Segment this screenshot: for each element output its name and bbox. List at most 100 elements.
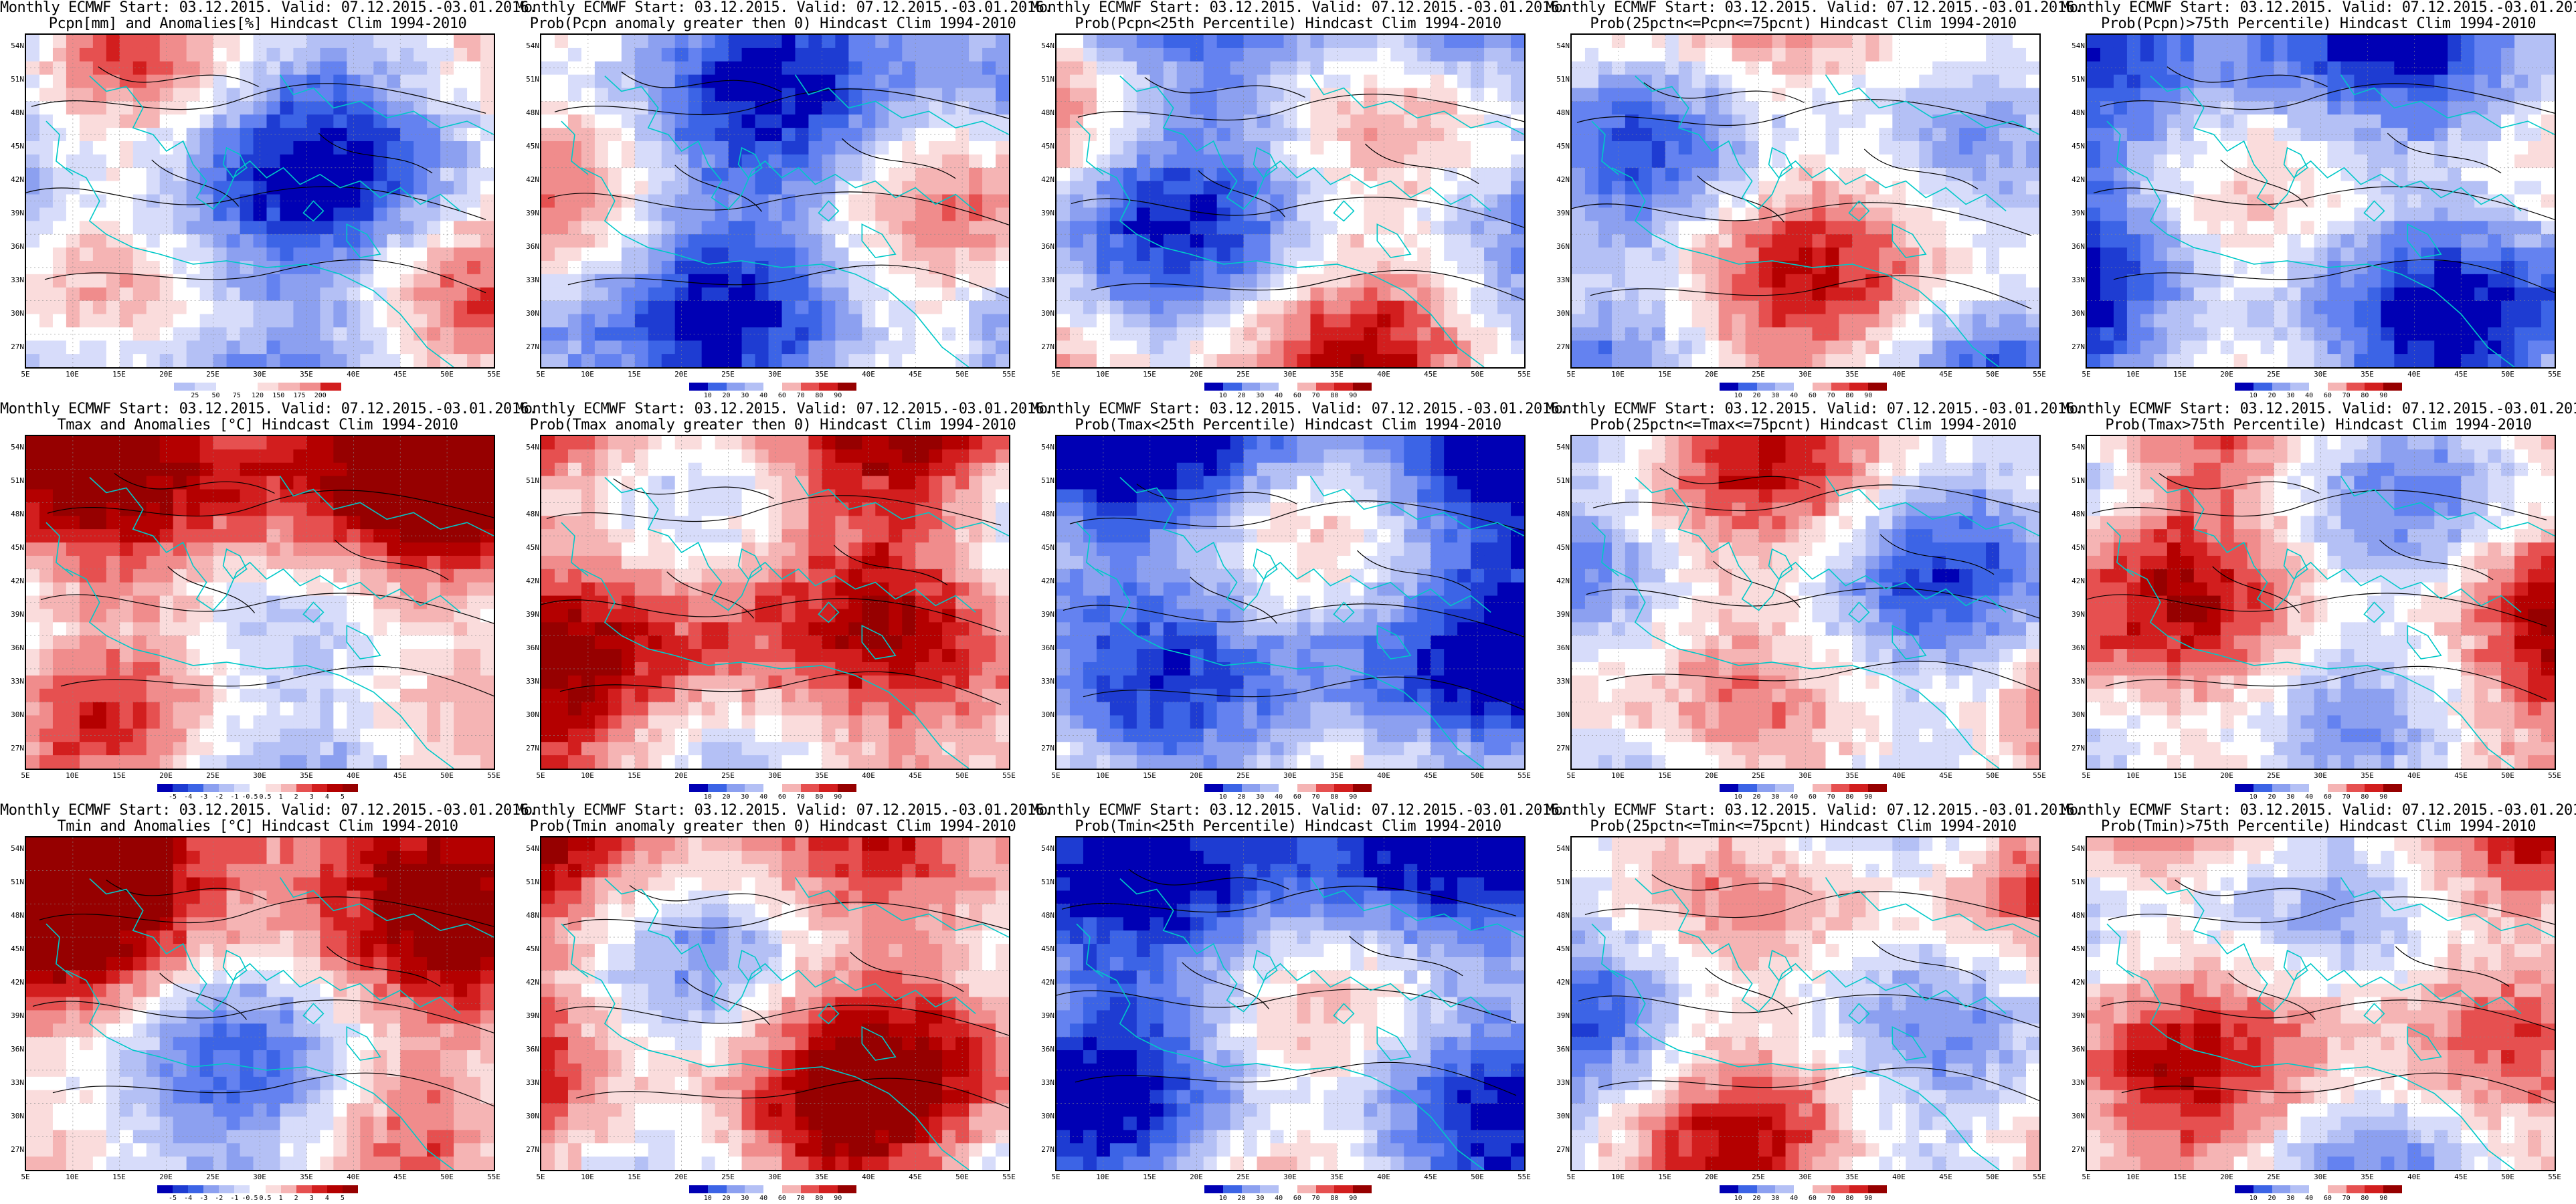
- shaded-cell: [1377, 234, 1391, 248]
- shaded-cell: [1879, 260, 1893, 275]
- shaded-cell: [1484, 314, 1498, 328]
- shaded-cell: [52, 462, 67, 477]
- shaded-cell: [146, 300, 161, 315]
- shaded-cell: [1109, 300, 1124, 315]
- shaded-cell: [1484, 234, 1498, 248]
- shaded-cell: [1083, 300, 1097, 315]
- shaded-cell: [280, 207, 294, 221]
- shaded-cell: [1718, 74, 1733, 89]
- shaded-cell: [1350, 287, 1364, 302]
- shaded-cell: [822, 221, 836, 235]
- shaded-cell: [1852, 181, 1866, 195]
- shaded-cell: [1638, 207, 1653, 221]
- shaded-cell: [688, 88, 703, 102]
- shaded-cell: [715, 287, 729, 302]
- shaded-cell: [2340, 88, 2355, 102]
- shaded-cell: [741, 141, 756, 155]
- shaded-cell: [333, 221, 347, 235]
- shaded-cell: [454, 154, 468, 169]
- shaded-cell: [1069, 247, 1084, 262]
- shaded-cell: [1484, 35, 1498, 49]
- shaded-cell: [2013, 260, 2027, 275]
- shaded-cell: [79, 114, 94, 128]
- shaded-cell: [2113, 274, 2128, 288]
- shaded-cell: [1678, 247, 1693, 262]
- shaded-cell: [106, 167, 120, 182]
- shaded-cell: [567, 274, 582, 288]
- shaded-cell: [1812, 354, 1827, 367]
- shaded-cell: [902, 128, 916, 142]
- shaded-cell: [1718, 274, 1733, 288]
- shaded-cell: [1390, 167, 1404, 182]
- shaded-cell: [1216, 154, 1231, 169]
- shaded-cell: [52, 449, 67, 464]
- shaded-cell: [808, 354, 822, 367]
- shaded-cell: [2233, 167, 2248, 182]
- shaded-cell: [1270, 74, 1285, 89]
- shaded-cell: [2026, 300, 2039, 315]
- shaded-cell: [2381, 340, 2395, 355]
- shaded-cell: [2153, 274, 2168, 288]
- shaded-cell: [1892, 327, 1906, 341]
- shaded-cell: [1243, 101, 1258, 115]
- shaded-cell: [173, 167, 187, 182]
- shaded-cell: [1243, 88, 1258, 102]
- shaded-cell: [1390, 74, 1404, 89]
- shaded-cell: [2087, 114, 2101, 128]
- shaded-cell: [1691, 141, 1706, 155]
- shaded-cell: [781, 274, 796, 288]
- shaded-cell: [454, 101, 468, 115]
- shaded-cell: [400, 141, 414, 155]
- shaded-cell: [661, 154, 676, 169]
- shaded-cell: [2354, 141, 2368, 155]
- color-scale-cell: [2272, 383, 2291, 391]
- shaded-cell: [2113, 194, 2128, 209]
- shaded-cell: [822, 354, 836, 367]
- shaded-cell: [360, 141, 374, 155]
- shaded-cell: [2087, 221, 2101, 235]
- shaded-cell: [1946, 141, 1960, 155]
- shaded-cell: [2474, 35, 2488, 49]
- shaded-cell: [173, 194, 187, 209]
- shaded-cell: [848, 114, 862, 128]
- shaded-cell: [146, 234, 161, 248]
- shaded-cell: [2287, 61, 2302, 76]
- shaded-cell: [875, 327, 889, 341]
- color-scale-cell: [2327, 383, 2347, 391]
- shaded-cell: [1176, 234, 1191, 248]
- shaded-cell: [1471, 340, 1485, 355]
- shaded-cell: [728, 74, 743, 89]
- shaded-cell: [226, 300, 241, 315]
- shaded-cell: [1932, 47, 1946, 62]
- map-plot-area: [1570, 33, 2041, 369]
- shaded-cell: [1691, 221, 1706, 235]
- shaded-cell: [1839, 234, 1853, 248]
- shaded-cell: [213, 542, 227, 557]
- shaded-cell: [427, 167, 441, 182]
- shaded-cell: [26, 476, 40, 490]
- shaded-cell: [39, 354, 54, 367]
- shaded-cell: [715, 35, 729, 49]
- shaded-cell: [39, 74, 54, 89]
- shaded-cell: [1203, 287, 1218, 302]
- shaded-cell: [1109, 287, 1124, 302]
- shaded-cell: [306, 154, 320, 169]
- shaded-cell: [347, 449, 361, 464]
- shaded-cell: [2407, 74, 2421, 89]
- shaded-cell: [728, 314, 743, 328]
- shaded-cell: [480, 167, 494, 182]
- shaded-cell: [2274, 314, 2288, 328]
- shaded-cell: [1718, 260, 1733, 275]
- panel-title-line2: Prob(25pctn<=Pcpn<=75pcnt) Hindcast Clim…: [1590, 15, 2017, 32]
- shaded-cell: [835, 154, 849, 169]
- color-scale-cell: [707, 383, 727, 391]
- shaded-cell: [902, 314, 916, 328]
- shaded-cell: [1123, 327, 1137, 341]
- shaded-cell: [2026, 101, 2039, 115]
- shaded-cell: [2448, 128, 2462, 142]
- shaded-cell: [1999, 61, 2013, 76]
- shaded-cell: [1484, 300, 1498, 315]
- shaded-cell: [1772, 234, 1786, 248]
- shaded-cell: [1216, 247, 1231, 262]
- shaded-cell: [467, 88, 481, 102]
